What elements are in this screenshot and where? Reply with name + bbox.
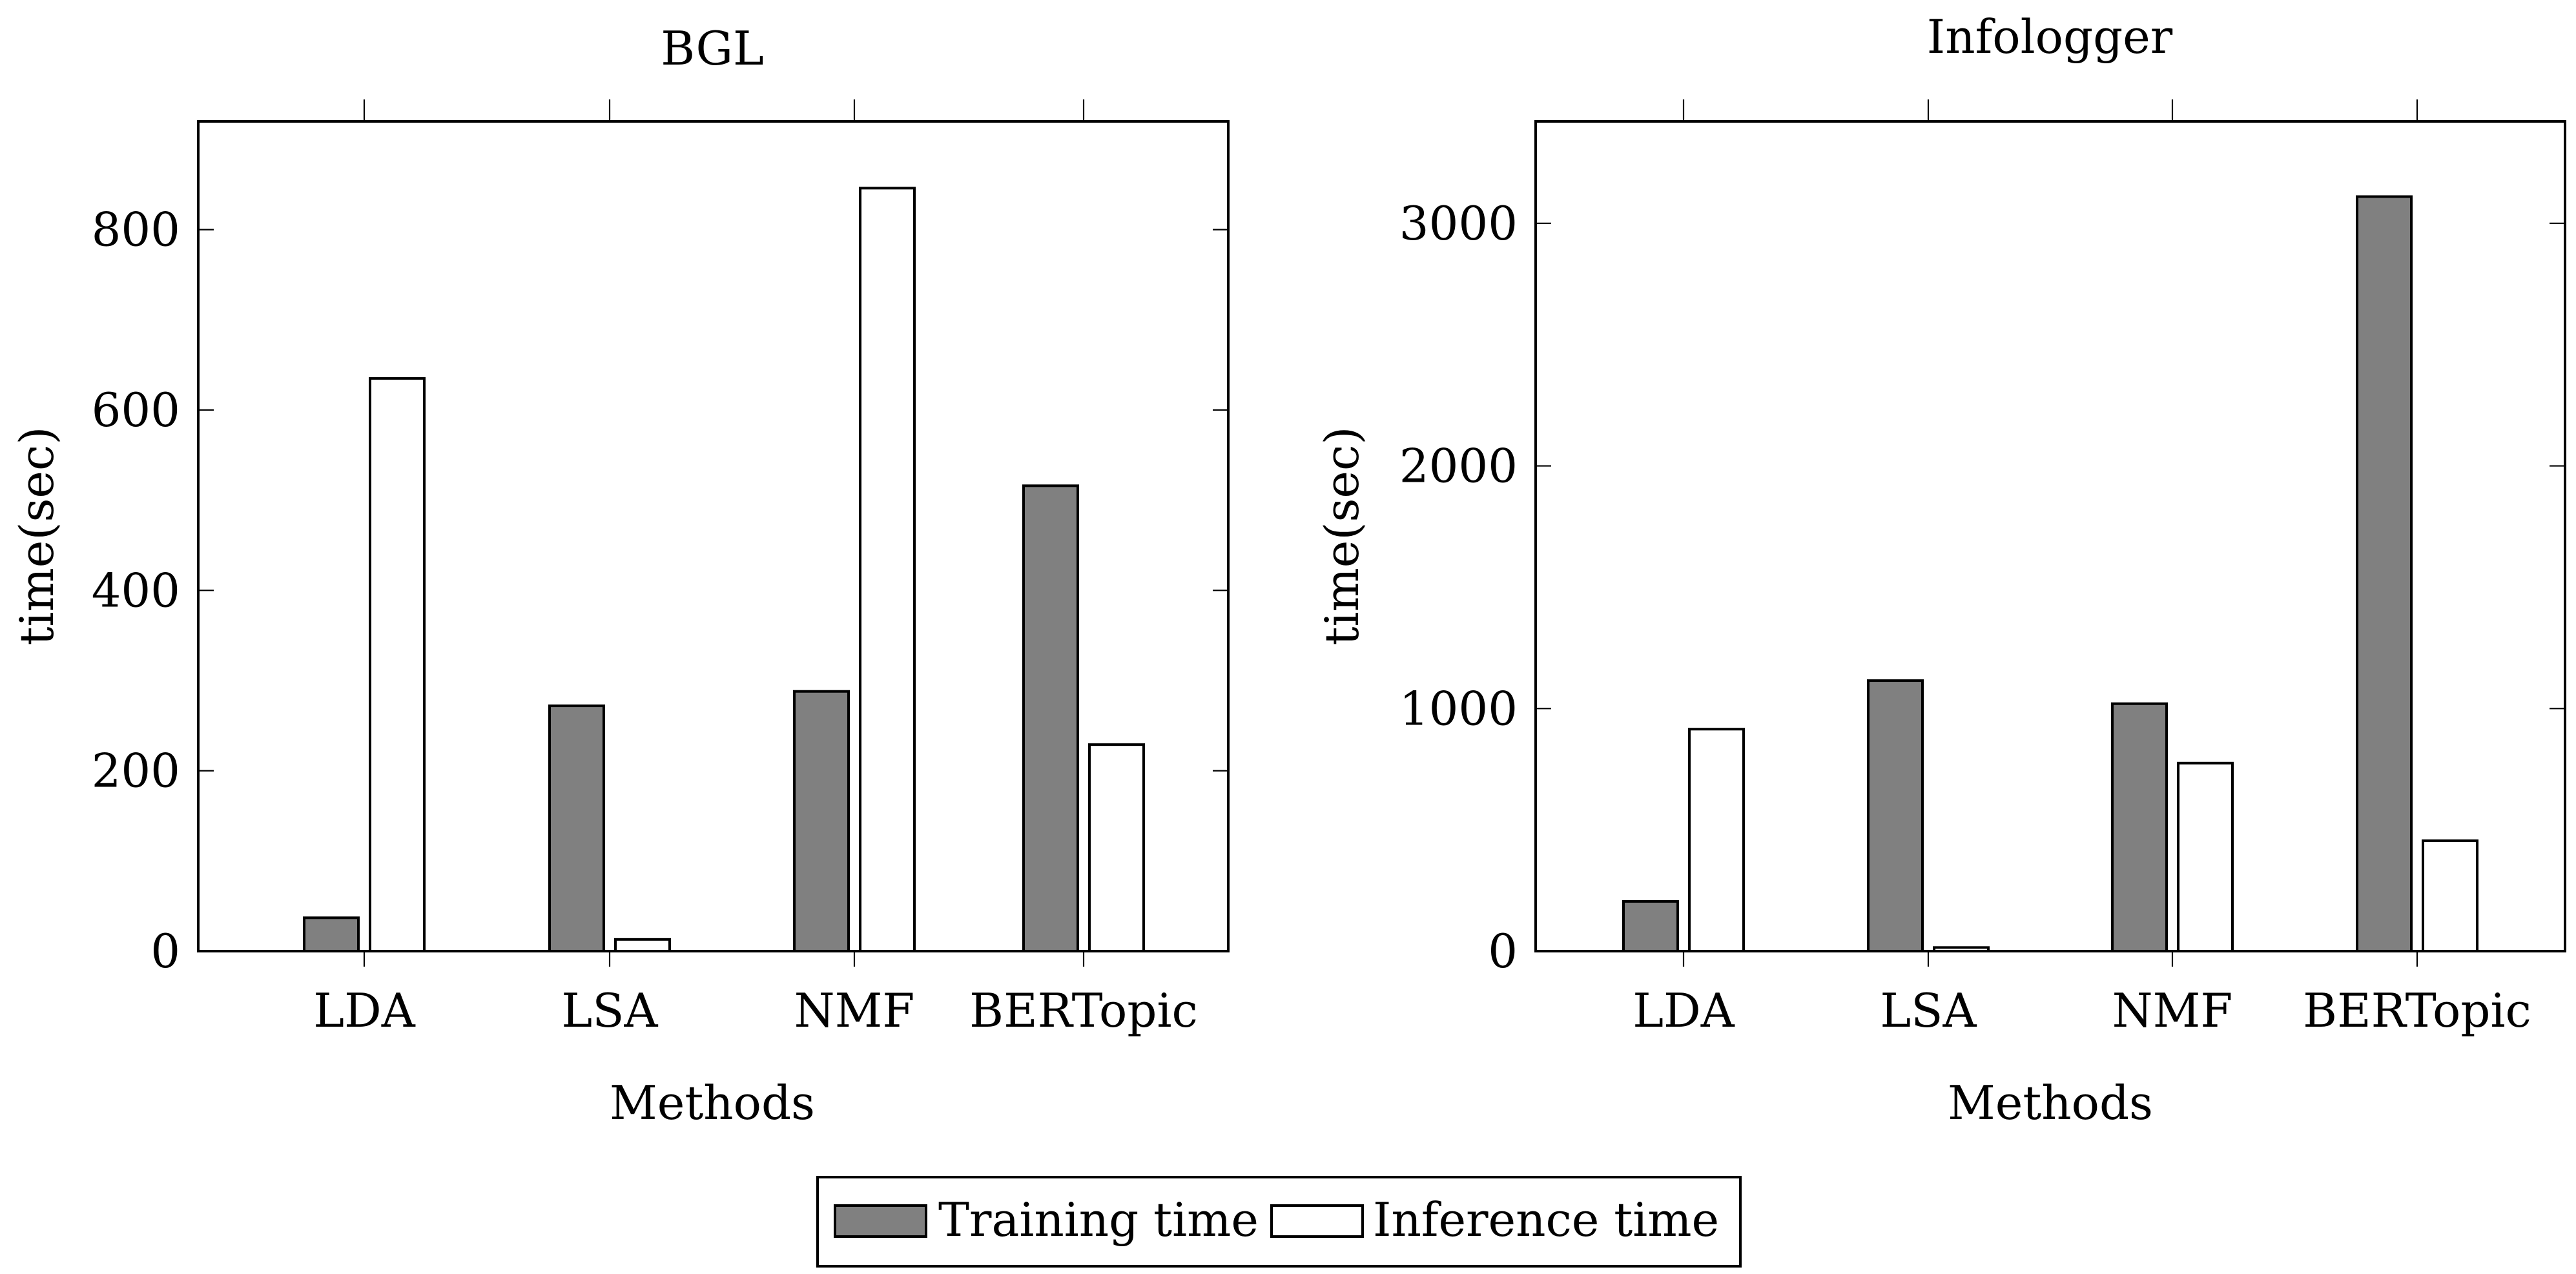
chart-title: BGL bbox=[661, 21, 764, 76]
x-tick-label: LDA bbox=[313, 983, 416, 1038]
bar-training-nmf bbox=[793, 690, 850, 952]
x-tick-label: BERTopic bbox=[2303, 983, 2531, 1038]
x-tick-label: NMF bbox=[794, 983, 915, 1038]
y-tick-label: 800 bbox=[92, 203, 180, 257]
chart-infologger: Infologger 0 1000 2000 3000 LDA LSA NMF BERTop… bbox=[1315, 10, 2566, 1130]
x-tick-label: BERTopic bbox=[969, 983, 1198, 1038]
x-tick-label: LSA bbox=[1880, 983, 1977, 1038]
y-tick-label: 2000 bbox=[1399, 439, 1518, 493]
x-tick-labels: LDA LSA NMF BERTopic bbox=[313, 983, 1198, 1038]
bar-training-lsa bbox=[548, 704, 605, 952]
chart-bgl: BGL 0 200 400 600 800 LDA LSA NMF BERTopic Meth… bbox=[10, 21, 1230, 1130]
x-tick-label: LSA bbox=[561, 983, 658, 1038]
bar-training-bertopic bbox=[1022, 484, 1079, 952]
bar-inference-nmf bbox=[859, 187, 916, 953]
x-axis-label: Methods bbox=[1948, 1076, 2153, 1130]
legend-swatch-inference bbox=[1270, 1204, 1364, 1238]
bar-inference-bertopic bbox=[1088, 743, 1145, 952]
plot-frame bbox=[1534, 120, 2566, 952]
bar-inference-lda bbox=[1688, 728, 1745, 953]
y-tick-label: 3000 bbox=[1399, 196, 1518, 251]
plot-frame bbox=[197, 120, 1230, 952]
y-tick-label: 200 bbox=[92, 744, 180, 798]
bar-inference-lsa bbox=[614, 938, 671, 953]
x-tick-label: LDA bbox=[1633, 983, 1735, 1038]
legend-label-training: Training time bbox=[938, 1193, 1259, 1247]
bar-training-bertopic bbox=[2356, 195, 2413, 953]
bar-inference-bertopic bbox=[2422, 839, 2478, 952]
bar-training-lda bbox=[1622, 899, 1679, 952]
bar-inference-lda bbox=[369, 377, 426, 952]
y-tick-label: 600 bbox=[92, 383, 180, 437]
x-axis-label: Methods bbox=[610, 1076, 815, 1130]
bar-training-nmf bbox=[2111, 702, 2168, 952]
chart-title: Infologger bbox=[1927, 10, 2173, 64]
x-tick-label: NMF bbox=[2112, 983, 2233, 1038]
bars bbox=[303, 187, 1145, 953]
y-tick-label: 0 bbox=[1488, 924, 1518, 978]
bar-training-lda bbox=[303, 916, 360, 953]
tick-marks bbox=[1536, 99, 2565, 967]
bar-training-lsa bbox=[1867, 679, 1924, 952]
x-tick-labels: LDA LSA NMF BERTopic bbox=[1633, 983, 2531, 1038]
y-axis-label: time(sec) bbox=[1315, 427, 1369, 646]
y-axis-label: time(sec) bbox=[10, 427, 64, 646]
tick-marks bbox=[198, 99, 1228, 967]
legend-label-inference: Inference time bbox=[1373, 1193, 1719, 1247]
y-tick-label: 0 bbox=[150, 924, 180, 978]
legend-swatch-training bbox=[834, 1204, 927, 1238]
bar-inference-nmf bbox=[2177, 761, 2234, 952]
bars bbox=[1622, 195, 2478, 953]
bar-inference-lsa bbox=[1933, 946, 1990, 952]
y-tick-labels: 0 1000 2000 3000 bbox=[1399, 196, 1518, 978]
y-tick-label: 1000 bbox=[1399, 681, 1518, 735]
y-tick-labels: 0 200 400 600 800 bbox=[92, 203, 180, 978]
legend: Training time Inference time bbox=[816, 1176, 1742, 1268]
y-tick-label: 400 bbox=[92, 563, 180, 617]
